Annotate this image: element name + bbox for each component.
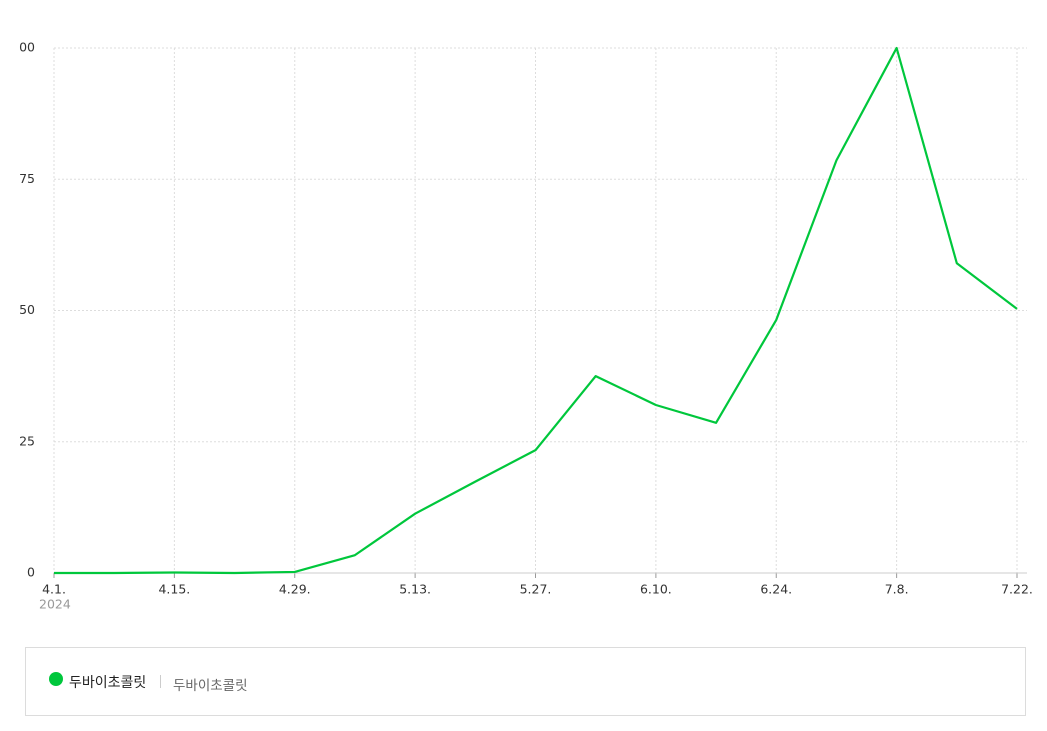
x-tick-label: 4.15. [158, 582, 190, 597]
x-tick-label: 7.8. [885, 582, 909, 597]
x-tick-label: 4.1. [42, 582, 66, 597]
x-tick-label: 6.10. [640, 582, 672, 597]
line [54, 46, 1018, 575]
y-tick-label: 00 [19, 40, 35, 55]
x-tick-label: 5.27. [520, 582, 552, 597]
separator [160, 675, 161, 688]
legend-label: 두바이초콜릿 [69, 675, 147, 691]
chart: 0 25 50 75 00 4.1. 4.15. 4.29. 5.13. 5.27. 6.10. 6.… [19, 40, 1033, 612]
legend-keyword: 두바이초콜릿 [173, 678, 248, 694]
y-tick-label: 75 [19, 171, 35, 186]
x-tick-label: 4.29. [279, 582, 311, 597]
y-tick-label: 25 [19, 433, 35, 448]
y-tick-label: 50 [19, 302, 35, 317]
year-label: 2024 [39, 597, 71, 612]
legend: 두바이초콜릿 두바이초콜릿 [25, 647, 1026, 716]
x-tick-label: 5.13. [399, 582, 431, 597]
legend-swatch [49, 672, 63, 686]
y-tick-label: 0 [27, 565, 35, 580]
x-tick-label: 6.24. [760, 582, 792, 597]
x-tick-label: 7.22. [1001, 582, 1033, 597]
